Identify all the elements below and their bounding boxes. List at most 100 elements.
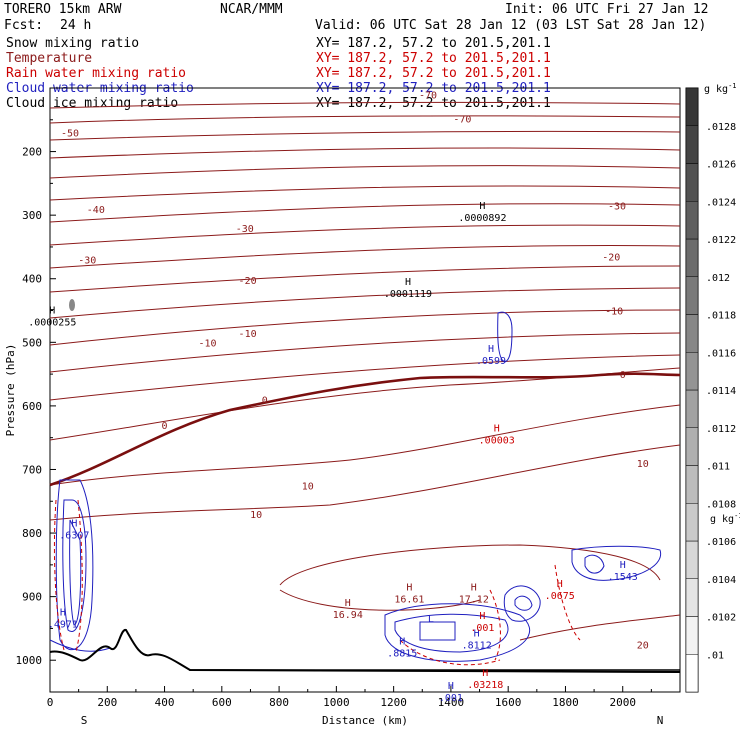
extremum-marker: H [474, 629, 480, 640]
colorbar-unit-2-text: g kg [710, 514, 734, 525]
field-xy-snow: XY= 187.2, 57.2 to 201.5,201.1 [316, 36, 551, 51]
colorbar-cell [685, 314, 699, 353]
y-tick-label: 300 [22, 209, 42, 222]
colorbar-tick-label: .011 [706, 462, 730, 473]
extremum-value: .1543 [608, 572, 638, 583]
extremum-marker: H [71, 519, 77, 530]
extremum-value: 16.94 [333, 610, 363, 621]
colorbar-cell [685, 616, 699, 655]
x-tick-label: 0 [47, 696, 54, 709]
extremum-value: 16.61 [394, 594, 424, 605]
y-tick-label: 700 [22, 463, 42, 476]
y-tick-label: 800 [22, 527, 42, 540]
colorbar-unit-text: g kg [704, 84, 728, 95]
init-time: Init: 06 UTC Fri 27 Jan 12 [505, 2, 709, 17]
y-axis-label: Pressure (hPa) [4, 344, 17, 437]
extremum-marker: H [482, 668, 488, 679]
x-tick-label: 800 [269, 696, 289, 709]
temperature-contour-label: -10 [605, 307, 623, 318]
extremum-marker: H [345, 598, 351, 609]
x-tick-label: 2000 [609, 696, 636, 709]
extremum-marker: H [479, 611, 485, 622]
colorbar-unit-2: g kg-1 [710, 512, 740, 525]
colorbar-tick-label: .0106 [706, 537, 736, 548]
extremum-marker: H [620, 560, 626, 571]
temperature-contour-label: -50 [61, 129, 79, 140]
colorbar-labels: .01 .0102 .0104 .0106 .0108 .011 .0112 .0114 .01… [706, 122, 736, 662]
x-endpoint-left: S [81, 714, 88, 727]
extremum-marker: H [494, 423, 500, 434]
colorbar-tick-label: .0116 [706, 348, 736, 359]
temperature-contour-label: 20 [637, 640, 649, 651]
extremum-value: .0599 [476, 356, 506, 367]
x-tick-label: 1400 [438, 696, 465, 709]
colorbar-unit: g kg-1 [704, 82, 737, 95]
extremum-marker: H [60, 608, 66, 619]
field-xy-temperature: XY= 187.2, 57.2 to 201.5,201.1 [316, 51, 551, 66]
field-xy-rain: XY= 187.2, 57.2 to 201.5,201.1 [316, 66, 551, 81]
temperature-contour-label: 0 [162, 421, 168, 432]
field-label-temperature: Temperature [6, 51, 92, 66]
temperature-contour-label: -30 [78, 256, 96, 267]
x-tick-label: 200 [97, 696, 117, 709]
valid-time: Valid: 06 UTC Sat 28 Jan 12 (03 LST Sat … [315, 18, 706, 33]
temperature-contours [49, 101, 681, 641]
colorbar-cell [685, 238, 699, 277]
y-tick-label: 900 [22, 591, 42, 604]
temperature-contour-label: -40 [87, 205, 105, 216]
colorbar-unit-exp: -1 [728, 82, 736, 90]
extremum-value: 17.12 [459, 594, 489, 605]
y-axis-ticks: 200 300 400 500 600 700 800 900 1000 [16, 119, 56, 667]
extremum-marker: H [479, 201, 485, 212]
x-tick-label: 1200 [380, 696, 407, 709]
colorbar-tick-label: .01 [706, 650, 724, 661]
extremum-marker: H [448, 681, 454, 692]
y-tick-label: 600 [22, 400, 42, 413]
extremum-marker: H [405, 277, 411, 288]
x-tick-label: 1000 [323, 696, 350, 709]
extremum-value: .00003 [479, 435, 515, 446]
extremum-value: .4971 [48, 620, 78, 631]
x-axis-ticks: 0 200 400 600 800 1000 1200 1400 1600 1800 2000 [47, 686, 652, 709]
colorbar-cell [685, 540, 699, 579]
field-label-rain: Rain water mixing ratio [6, 66, 186, 81]
fcst-label: Fcst: [4, 18, 43, 33]
temperature-contour-label: -30 [608, 202, 626, 213]
extremum-value: .6307 [59, 531, 89, 542]
extremum-marker: H [488, 344, 494, 355]
extremum-marker: H [49, 306, 55, 317]
fcst-value: 24 h [60, 18, 91, 33]
extremum-value: .8815 [387, 648, 417, 659]
colorbar-cell [685, 276, 699, 315]
colorbar-cell [685, 654, 699, 693]
colorbar-cell [685, 125, 699, 164]
x-axis-label: Distance (km) [322, 714, 408, 727]
extremum-marker: H [399, 636, 405, 647]
extremum-value: .001 [439, 693, 463, 704]
colorbar-cell [685, 87, 699, 126]
y-tick-label: 500 [22, 336, 42, 349]
temperature-contour-label: -30 [236, 224, 254, 235]
temperature-contour-label: 10 [250, 510, 262, 521]
cloud-water-contours [49, 311, 662, 662]
extremum-value: .03218 [467, 680, 503, 691]
colorbar-tick-label: .0122 [706, 235, 736, 246]
x-tick-label: 1800 [552, 696, 579, 709]
temperature-contour-label: -10 [239, 329, 257, 340]
x-tick-label: 1600 [495, 696, 522, 709]
temperature-contour-labels: -50 -40 -30 -30 -30 -20 -20 -10 -10 -10 0 0 0 10 10 10 2… [61, 90, 649, 651]
extremum-value: .001 [470, 623, 494, 634]
colorbar-cell [685, 503, 699, 542]
colorbar-tick-label: .012 [706, 273, 730, 284]
colorbar-tick-label: .0102 [706, 613, 736, 624]
y-tick-label: 400 [22, 273, 42, 286]
extremum-value: .0001119 [384, 289, 432, 300]
extremum-marker: H [471, 582, 477, 593]
colorbar-tick-label: .0114 [706, 386, 736, 397]
temperature-contour-label: -70 [419, 90, 437, 101]
colorbar-tick-label: .0124 [706, 197, 736, 208]
extremum-value: .0000255 [28, 318, 76, 329]
temperature-contour-label: -20 [602, 252, 620, 263]
colorbar-unit-2-exp: -1 [734, 512, 740, 520]
